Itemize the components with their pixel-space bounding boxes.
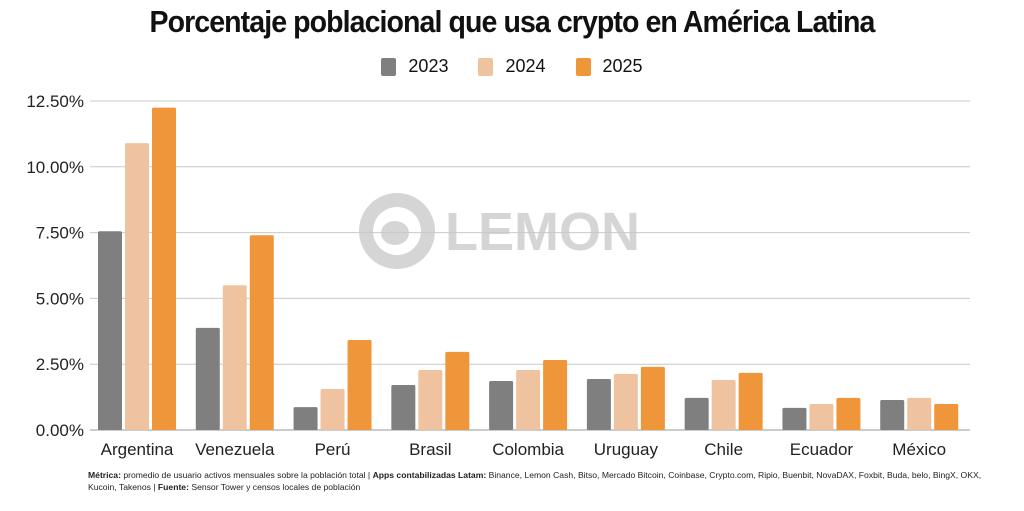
bar-ecuador-2023 xyxy=(782,407,807,430)
bar-perú-2025 xyxy=(347,339,372,430)
legend-label: 2024 xyxy=(505,56,546,76)
bar-argentina-2024 xyxy=(125,143,149,430)
bar-uruguay-2025 xyxy=(640,366,665,430)
bar-perú-2023 xyxy=(293,407,318,430)
legend-label: 2023 xyxy=(408,56,449,76)
bar-ecuador-2024 xyxy=(809,403,834,430)
bar-chile-2023 xyxy=(684,397,709,430)
bar-venezuela-2024 xyxy=(222,285,247,430)
x-tick-label: Colombia xyxy=(492,440,564,459)
legend-item-2025: 2025 xyxy=(575,56,643,77)
y-tick-label: 7.50% xyxy=(36,224,84,243)
bar-brasil-2024 xyxy=(418,369,443,430)
bar-brasil-2023 xyxy=(391,384,416,430)
x-tick-label: Brasil xyxy=(409,440,452,459)
footnote-metric-text: promedio de usuario activos mensuales so… xyxy=(120,470,373,480)
footnote-source-label: Fuente: xyxy=(157,482,189,492)
x-tick-label: México xyxy=(892,440,946,459)
bar-méxico-2025 xyxy=(934,403,959,430)
x-tick-label: Chile xyxy=(704,440,743,459)
bar-colombia-2023 xyxy=(489,381,514,430)
bar-colombia-2024 xyxy=(516,369,541,430)
bar-méxico-2023 xyxy=(880,399,905,430)
x-tick-label: Ecuador xyxy=(790,440,854,459)
bar-argentina-2025 xyxy=(152,107,176,430)
footnote: Métrica: promedio de usuario activos men… xyxy=(88,469,988,493)
legend-label: 2025 xyxy=(602,56,643,76)
bar-argentina-2023 xyxy=(98,231,122,430)
y-tick-label: 5.00% xyxy=(36,289,84,308)
y-tick-label: 12.50% xyxy=(26,92,84,111)
lemon-logo-watermark: LEMON xyxy=(359,193,640,269)
y-tick-label: 2.50% xyxy=(36,355,84,374)
footnote-apps-label: Apps contabilizadas Latam: xyxy=(372,470,487,480)
watermark-text: LEMON xyxy=(445,202,640,262)
legend-swatch xyxy=(381,57,397,76)
bar-venezuela-2025 xyxy=(249,235,274,430)
bar-chile-2025 xyxy=(738,372,763,430)
bar-méxico-2024 xyxy=(907,397,932,430)
x-tick-label: Argentina xyxy=(101,440,174,459)
bar-venezuela-2023 xyxy=(195,327,220,430)
bar-colombia-2025 xyxy=(543,359,568,430)
footnote-metric-label: Métrica: xyxy=(88,470,121,480)
legend: 2023 2024 2025 xyxy=(0,56,1024,77)
x-tick-label: Venezuela xyxy=(195,440,275,459)
bar-perú-2024 xyxy=(320,388,345,430)
legend-item-2023: 2023 xyxy=(381,56,448,77)
x-tick-label: Uruguay xyxy=(594,440,659,459)
footnote-source-text: Sensor Tower y censos locales de poblaci… xyxy=(188,482,361,492)
legend-item-2024: 2024 xyxy=(478,56,546,77)
chart-title: Porcentaje poblacional que usa crypto en… xyxy=(149,4,876,39)
legend-swatch xyxy=(478,57,494,76)
bar-uruguay-2023 xyxy=(586,378,611,430)
bar-brasil-2025 xyxy=(445,351,470,430)
x-tick-label: Perú xyxy=(315,440,351,459)
y-tick-label: 0.00% xyxy=(36,421,84,440)
bar-uruguay-2024 xyxy=(613,373,638,430)
y-tick-label: 10.00% xyxy=(26,158,84,177)
bar-ecuador-2025 xyxy=(836,397,861,430)
bar-chile-2024 xyxy=(711,379,736,430)
legend-swatch xyxy=(575,57,591,76)
footnote-apps-text: Binance, Lemon Cash, Bitso, Mercado Bitc… xyxy=(88,470,982,492)
